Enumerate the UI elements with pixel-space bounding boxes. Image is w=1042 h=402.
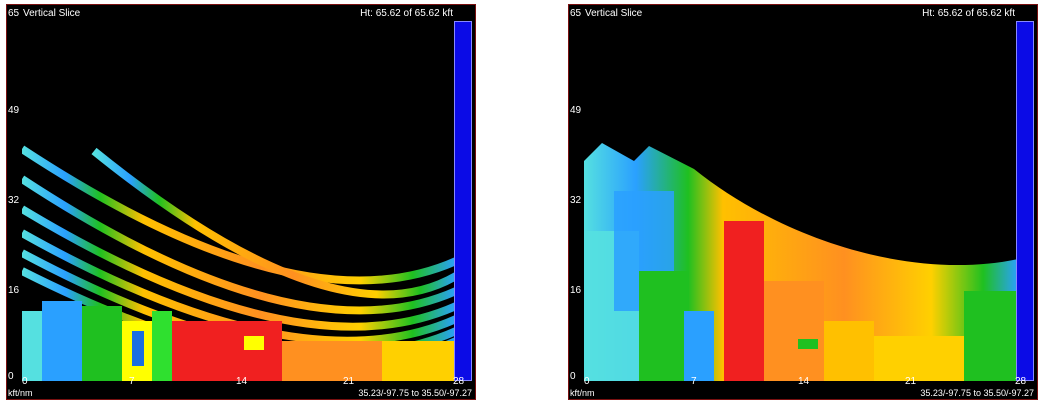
- x-tick-label: 14: [236, 376, 248, 387]
- height-readout: Ht: 65.62 of 65.62 kft: [922, 8, 1015, 19]
- color-scale-fill: [455, 22, 471, 380]
- vertical-slice-panel-right[interactable]: Vertical Slice Ht: 65.62 of 65.62 kft 65…: [568, 4, 1038, 400]
- radar-cross-section[interactable]: [22, 21, 456, 381]
- scan-band: [22, 175, 456, 315]
- y-tick-label: 16: [570, 285, 582, 296]
- y-tick-label: 32: [8, 195, 20, 206]
- scan-band: [22, 205, 456, 331]
- x-tick-label: 28: [1015, 376, 1027, 387]
- y-tick-label: 49: [570, 105, 582, 116]
- slice-coordinates: 35.23/-97.75 to 35.50/-97.27: [920, 388, 1034, 398]
- panel-title: Vertical Slice: [585, 8, 643, 19]
- y-tick-label: 16: [8, 285, 20, 296]
- y-tick-label: 0: [8, 371, 14, 382]
- color-scale-fill: [1017, 22, 1033, 380]
- x-tick-label: 7: [691, 376, 697, 387]
- scan-band: [91, 147, 456, 299]
- axis-unit-label: kft/nm: [570, 388, 595, 398]
- reflectivity-core: [584, 191, 1018, 381]
- x-tick-label: 7: [129, 376, 135, 387]
- slice-coordinates: 35.23/-97.75 to 35.50/-97.27: [358, 388, 472, 398]
- x-tick-label: 21: [343, 376, 355, 387]
- y-tick-label: 65: [570, 8, 582, 19]
- x-tick-label: 14: [798, 376, 810, 387]
- panel-title: Vertical Slice: [23, 8, 81, 19]
- x-tick-label: 21: [905, 376, 917, 387]
- y-tick-label: 65: [8, 8, 20, 19]
- color-scale-bar[interactable]: [454, 21, 472, 381]
- reflectivity-core: [22, 301, 456, 381]
- axis-unit-label: kft/nm: [8, 388, 33, 398]
- height-readout: Ht: 65.62 of 65.62 kft: [360, 8, 453, 19]
- x-tick-label: 0: [584, 376, 590, 387]
- radar-cross-section[interactable]: [584, 21, 1018, 381]
- vertical-slice-panel-left[interactable]: Vertical Slice Ht: 65.62 of 65.62 kft 65…: [6, 4, 476, 400]
- color-scale-bar[interactable]: [1016, 21, 1034, 381]
- x-tick-label: 0: [22, 376, 28, 387]
- y-tick-label: 0: [570, 371, 576, 382]
- x-tick-label: 28: [453, 376, 465, 387]
- y-tick-label: 49: [8, 105, 20, 116]
- y-tick-label: 32: [570, 195, 582, 206]
